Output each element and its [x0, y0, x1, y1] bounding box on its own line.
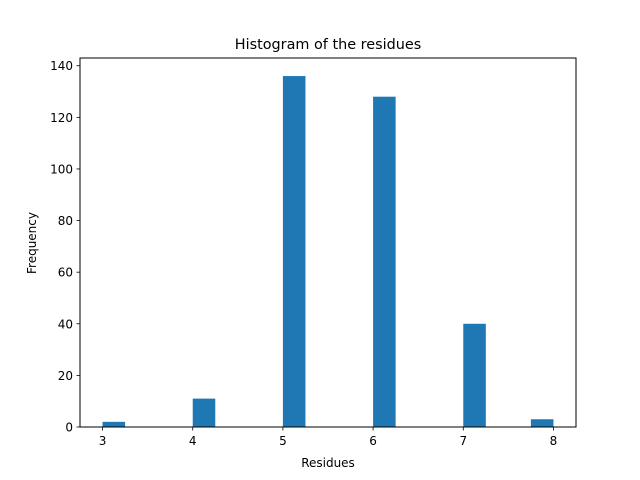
histogram-bar-2: [282, 76, 306, 428]
y-ticks-group: 0 20 40 60 80 100 120 140: [50, 59, 80, 435]
histogram-bar-3: [373, 96, 396, 427]
histogram-bar-5: [530, 419, 554, 427]
histogram-bar-0: [102, 421, 126, 427]
x-tick-label: 6: [369, 434, 377, 448]
y-tick-label: 40: [58, 317, 73, 331]
histogram-bar-4: [463, 323, 486, 427]
bars-group: [102, 76, 554, 428]
y-tick-label: 100: [50, 162, 73, 176]
x-ticks-group: 3 4 5 6 7 8: [99, 427, 558, 448]
y-axis-title: Frequency: [25, 212, 39, 274]
x-tick-label: 5: [279, 434, 287, 448]
x-tick-label: 8: [550, 434, 558, 448]
plot-frame: [79, 57, 577, 428]
y-tick-label: 0: [65, 421, 73, 435]
x-axis-title: Residues: [301, 456, 355, 470]
y-tick-label: 120: [50, 111, 73, 125]
y-tick-label: 140: [50, 59, 73, 73]
x-tick-label: 4: [189, 434, 197, 448]
y-tick-label: 60: [58, 266, 73, 280]
y-tick-label: 80: [58, 214, 73, 228]
x-tick-label: 3: [99, 434, 107, 448]
chart-title: Histogram of the residues: [235, 37, 421, 53]
histogram-bar-1: [192, 398, 216, 427]
x-tick-label: 7: [459, 434, 467, 448]
y-tick-label: 20: [58, 369, 73, 383]
